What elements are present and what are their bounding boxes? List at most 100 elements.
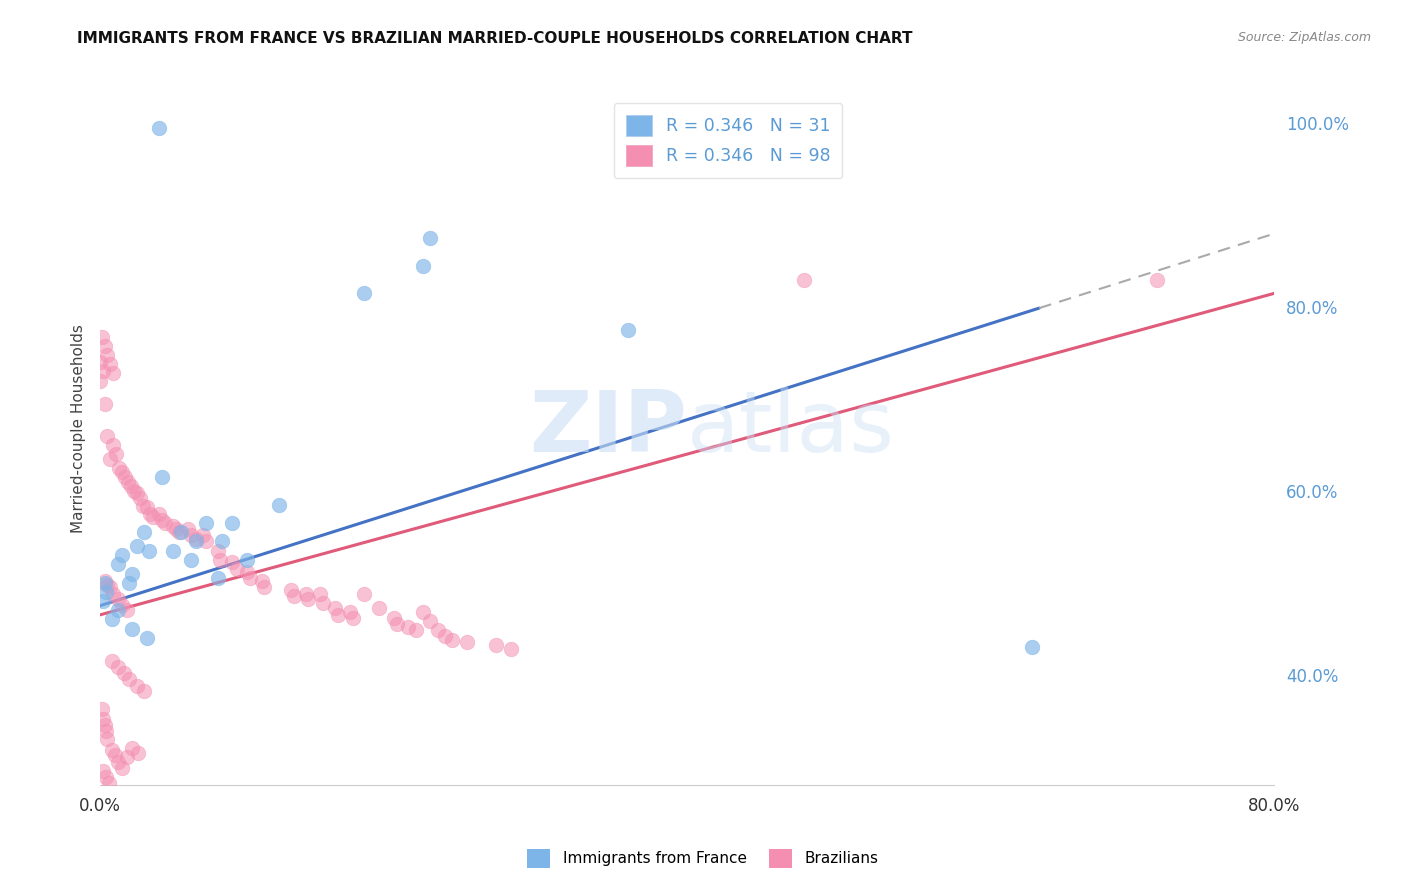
Point (385, 617, 408, 632)
Point (312, 596, 335, 610)
Point (127, 746, 149, 760)
Point (150, 513, 173, 527)
Point (89, 355, 111, 369)
Point (138, 543, 160, 558)
Point (368, 601, 391, 615)
Point (148, 121, 170, 136)
Point (153, 516, 176, 530)
Point (169, 525, 191, 540)
Point (112, 665, 135, 680)
Point (91, 364, 114, 378)
Point (211, 534, 233, 549)
Point (280, 582, 302, 597)
Point (294, 587, 316, 601)
Point (107, 755, 129, 769)
Point (236, 553, 259, 567)
Point (90, 329, 112, 343)
Point (104, 748, 127, 763)
Point (170, 525, 193, 540)
Point (97, 776, 120, 790)
Point (162, 543, 184, 558)
Point (107, 660, 129, 674)
Point (125, 485, 148, 500)
Y-axis label: Married-couple Households: Married-couple Households (72, 325, 86, 533)
Point (194, 516, 217, 530)
Point (342, 610, 364, 624)
Point (118, 672, 141, 686)
Point (111, 598, 134, 612)
Text: Source: ZipAtlas.com: Source: ZipAtlas.com (1237, 31, 1371, 45)
Point (93, 339, 115, 353)
Point (617, 323, 640, 337)
Point (221, 556, 243, 570)
Point (221, 516, 243, 530)
Point (499, 641, 522, 656)
Point (117, 475, 139, 489)
Point (236, 565, 259, 579)
Point (91, 764, 114, 778)
Point (121, 622, 143, 636)
Point (441, 632, 464, 647)
Point (94, 585, 117, 599)
Point (142, 509, 165, 524)
Legend: R = 0.346   N = 31, R = 0.346   N = 98: R = 0.346 N = 31, R = 0.346 N = 98 (613, 103, 842, 178)
Point (433, 629, 456, 643)
Point (323, 601, 346, 615)
Point (269, 498, 291, 512)
Point (121, 741, 143, 756)
Point (93, 575, 115, 590)
Point (184, 534, 207, 549)
Point (96, 577, 118, 591)
Point (93, 718, 115, 732)
Point (162, 518, 184, 533)
Point (382, 610, 405, 624)
Point (111, 548, 134, 562)
Point (456, 635, 478, 649)
Point (120, 479, 142, 493)
Point (101, 654, 124, 668)
Point (91, 712, 114, 726)
Point (93, 574, 115, 588)
Point (90, 702, 112, 716)
Point (1021, 640, 1043, 654)
Point (426, 624, 449, 638)
Point (239, 571, 262, 585)
Point (353, 286, 375, 301)
Point (134, 525, 156, 540)
Point (89, 374, 111, 388)
Point (150, 470, 173, 484)
Point (283, 590, 305, 604)
Point (114, 470, 136, 484)
Point (207, 543, 229, 558)
Point (96, 348, 118, 362)
Point (107, 558, 129, 572)
Point (105, 447, 128, 461)
Point (793, 272, 815, 286)
Point (412, 605, 434, 619)
Point (96, 429, 118, 443)
Point (207, 571, 229, 585)
Point (91, 594, 114, 608)
Point (111, 466, 134, 480)
Point (115, 603, 138, 617)
Point (108, 461, 131, 475)
Point (136, 631, 159, 645)
Point (103, 438, 125, 452)
Point (419, 614, 441, 628)
Point (94, 724, 117, 739)
Point (125, 539, 148, 553)
Point (419, 231, 441, 245)
Point (107, 592, 129, 607)
Text: atlas: atlas (688, 387, 896, 470)
Point (115, 750, 138, 764)
Point (297, 592, 319, 607)
Point (96, 731, 118, 746)
Point (100, 451, 122, 466)
Point (396, 620, 419, 634)
Point (184, 532, 207, 546)
Point (100, 357, 122, 371)
Point (94, 771, 117, 785)
Point (125, 679, 148, 693)
Point (405, 624, 427, 638)
Point (180, 528, 202, 542)
